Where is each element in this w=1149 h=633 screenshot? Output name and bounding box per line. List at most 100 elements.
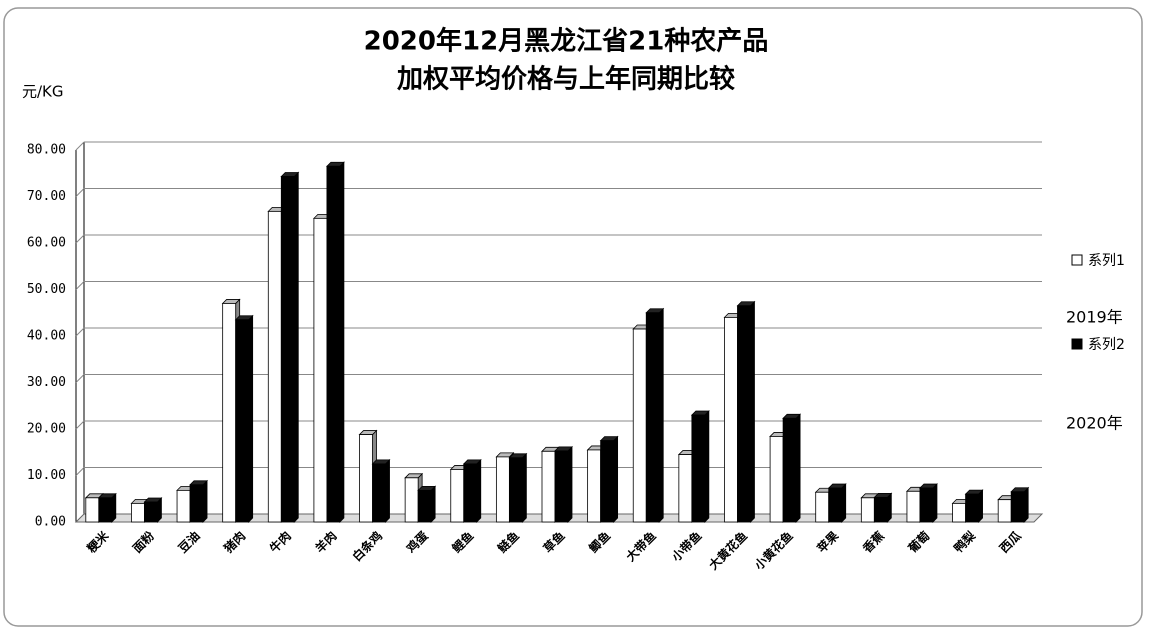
bar-front bbox=[632, 328, 647, 523]
grid-depth bbox=[75, 467, 85, 476]
bar-front bbox=[1010, 491, 1025, 523]
bar bbox=[462, 458, 482, 523]
bar bbox=[599, 435, 619, 523]
bar-front bbox=[860, 497, 875, 523]
bar-front bbox=[463, 463, 478, 523]
y-tick-label: 20.00 bbox=[27, 422, 66, 437]
bar-front bbox=[724, 316, 738, 523]
bar-front bbox=[554, 450, 569, 523]
bar bbox=[417, 485, 437, 523]
bar bbox=[736, 300, 756, 523]
bar-front bbox=[280, 176, 295, 523]
bar bbox=[873, 492, 893, 523]
bar bbox=[280, 171, 300, 523]
y-tick-label: 70.00 bbox=[27, 189, 66, 204]
y-tick-label: 60.00 bbox=[27, 236, 66, 251]
bar-front bbox=[450, 469, 465, 523]
y-axis-label: 元/KG bbox=[22, 83, 64, 101]
bar-front bbox=[326, 165, 341, 523]
bar-front bbox=[144, 501, 158, 523]
bar-front bbox=[404, 477, 419, 523]
bar bbox=[918, 483, 938, 523]
bar-front bbox=[965, 493, 979, 523]
chart-title: 2020年12月黑龙江省21种农产品 bbox=[364, 26, 769, 57]
legend-swatch bbox=[1071, 338, 1083, 350]
bar-front bbox=[782, 417, 797, 523]
bar-side bbox=[1023, 486, 1029, 523]
bar-front bbox=[691, 414, 706, 523]
bar-side bbox=[521, 452, 527, 523]
bar bbox=[964, 489, 984, 523]
bar bbox=[143, 497, 163, 523]
grid-depth bbox=[75, 141, 85, 151]
bar-front bbox=[678, 454, 693, 523]
bar bbox=[508, 452, 528, 523]
bar-side bbox=[978, 489, 983, 523]
bar-front bbox=[587, 449, 602, 523]
bar-side bbox=[248, 314, 254, 523]
bar-front bbox=[372, 463, 386, 523]
annotation: 2019年 bbox=[1066, 308, 1123, 327]
bar-side bbox=[293, 171, 299, 523]
legend-label: 系列2 bbox=[1088, 337, 1125, 353]
bar-front bbox=[98, 497, 113, 523]
bar-front bbox=[541, 450, 556, 523]
bar-front bbox=[997, 499, 1012, 523]
bar-front bbox=[737, 305, 751, 523]
chart-title: 加权平均价格与上年同期比较 bbox=[397, 64, 735, 95]
bar-front bbox=[645, 312, 660, 523]
bar-front bbox=[417, 489, 432, 523]
bar bbox=[645, 307, 665, 523]
bar-front bbox=[769, 436, 784, 523]
grid-depth bbox=[75, 420, 85, 430]
bar-front bbox=[952, 502, 966, 523]
bar-side bbox=[385, 458, 390, 523]
bar-side bbox=[658, 307, 664, 523]
bar-side bbox=[795, 413, 801, 523]
bar-front bbox=[873, 496, 888, 523]
bar-front bbox=[495, 456, 510, 523]
bar-side bbox=[886, 492, 892, 523]
y-tick-label: 0.00 bbox=[35, 515, 66, 530]
y-tick-label: 80.00 bbox=[27, 143, 66, 158]
bar-front bbox=[828, 487, 843, 523]
bar bbox=[1010, 486, 1030, 523]
bar-front bbox=[906, 490, 921, 523]
bar bbox=[234, 314, 254, 523]
bar-side bbox=[476, 458, 482, 523]
grid-depth bbox=[75, 374, 85, 383]
y-tick-label: 50.00 bbox=[27, 282, 66, 297]
grid-depth bbox=[75, 188, 85, 197]
bar bbox=[371, 458, 391, 523]
bar-side bbox=[613, 435, 619, 523]
bar-side bbox=[202, 479, 208, 523]
bar bbox=[554, 445, 573, 523]
bar-front bbox=[919, 487, 934, 523]
bar-front bbox=[359, 434, 373, 523]
bar-side bbox=[750, 300, 755, 523]
bar-front bbox=[508, 457, 523, 523]
bar-side bbox=[111, 492, 117, 523]
legend-swatch bbox=[1071, 254, 1083, 266]
bar bbox=[189, 479, 209, 523]
bar-front bbox=[235, 319, 250, 523]
y-tick-label: 40.00 bbox=[27, 329, 66, 344]
bar-front bbox=[600, 440, 615, 523]
bar bbox=[827, 483, 847, 523]
bar-side bbox=[841, 483, 847, 523]
bar bbox=[782, 413, 802, 523]
bar-side bbox=[932, 483, 938, 523]
bar bbox=[690, 410, 710, 523]
bar-front bbox=[176, 489, 191, 523]
bar-front bbox=[815, 491, 830, 523]
y-tick-label: 10.00 bbox=[27, 468, 66, 483]
bar-front bbox=[222, 303, 237, 523]
bar-front bbox=[131, 502, 145, 523]
bar-side bbox=[567, 445, 573, 523]
y-tick-label: 30.00 bbox=[27, 375, 66, 390]
legend-label: 系列1 bbox=[1088, 253, 1125, 269]
bar-side bbox=[430, 485, 436, 523]
bar bbox=[97, 492, 117, 523]
bar-front bbox=[85, 497, 100, 523]
